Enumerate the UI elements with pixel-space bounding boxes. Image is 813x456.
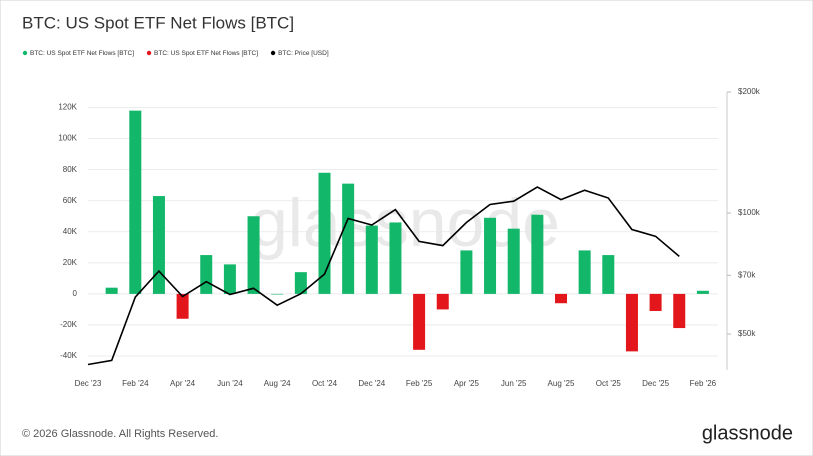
bar [673, 293, 686, 329]
bar [200, 255, 213, 294]
bar [271, 293, 284, 295]
bar [696, 290, 709, 294]
bar [625, 293, 638, 352]
bar [223, 264, 236, 294]
bar [578, 250, 591, 294]
bar [318, 172, 331, 294]
bar [129, 110, 142, 294]
y2-tick-label: $70k [738, 270, 756, 279]
footer: © 2026 Glassnode. All Rights Reserved. [22, 428, 218, 440]
bar [294, 272, 307, 294]
price-line [87, 186, 680, 366]
legend-label: BTC: Price [USD] [278, 50, 329, 57]
y2-tick-label: $200k [738, 87, 761, 96]
x-tick-label: Feb '24 [122, 379, 149, 388]
y2-tick-label: $100k [738, 208, 761, 217]
x-tick-label: Jun '25 [501, 379, 527, 388]
y-tick-label: 60K [63, 196, 78, 205]
x-tick-label: Feb '26 [690, 379, 717, 388]
bar [152, 196, 165, 294]
y-tick-label: -20K [60, 320, 78, 329]
x-tick-label: Dec '25 [642, 379, 669, 388]
bar [602, 255, 615, 294]
x-tick-label: Apr '25 [454, 379, 480, 388]
bar [365, 225, 378, 294]
y-tick-label: 40K [63, 227, 78, 236]
bar [460, 250, 473, 294]
bar [649, 293, 662, 311]
legend-label: BTC: US Spot ETF Net Flows [BTC] [154, 50, 258, 57]
legend-label: BTC: US Spot ETF Net Flows [BTC] [30, 50, 134, 57]
bar [555, 293, 567, 304]
bar [342, 183, 355, 294]
chart-title: BTC: US Spot ETF Net Flows [BTC] [22, 13, 294, 32]
x-tick-label: Oct '25 [596, 379, 622, 388]
y-tick-label: 120K [58, 103, 77, 112]
x-tick-label: Dec '24 [358, 379, 385, 388]
brand-logo: glassnode [702, 422, 793, 444]
bar [389, 222, 402, 294]
legend-marker [146, 50, 152, 56]
y2-tick-label: $50k [738, 329, 756, 338]
y-tick-label: 0 [73, 289, 78, 298]
bar [507, 228, 520, 294]
bar [413, 293, 426, 350]
y-tick-label: 80K [63, 165, 78, 174]
legend-marker [22, 50, 28, 56]
bar [105, 287, 118, 294]
x-tick-label: Jun '24 [217, 379, 243, 388]
bar [484, 217, 497, 294]
bar [436, 293, 449, 310]
bar [176, 293, 189, 319]
legend-marker [270, 50, 276, 56]
y-tick-label: 100K [58, 134, 77, 143]
x-tick-label: Oct '24 [312, 379, 338, 388]
y-tick-label: 20K [63, 258, 78, 267]
x-tick-label: Aug '24 [264, 379, 291, 388]
x-tick-label: Feb '25 [406, 379, 433, 388]
x-tick-label: Dec '23 [75, 379, 102, 388]
bar [531, 214, 544, 294]
x-tick-label: Apr '24 [170, 379, 196, 388]
x-tick-label: Aug '25 [548, 379, 575, 388]
y-tick-label: -40K [60, 351, 78, 360]
bar [247, 216, 260, 294]
